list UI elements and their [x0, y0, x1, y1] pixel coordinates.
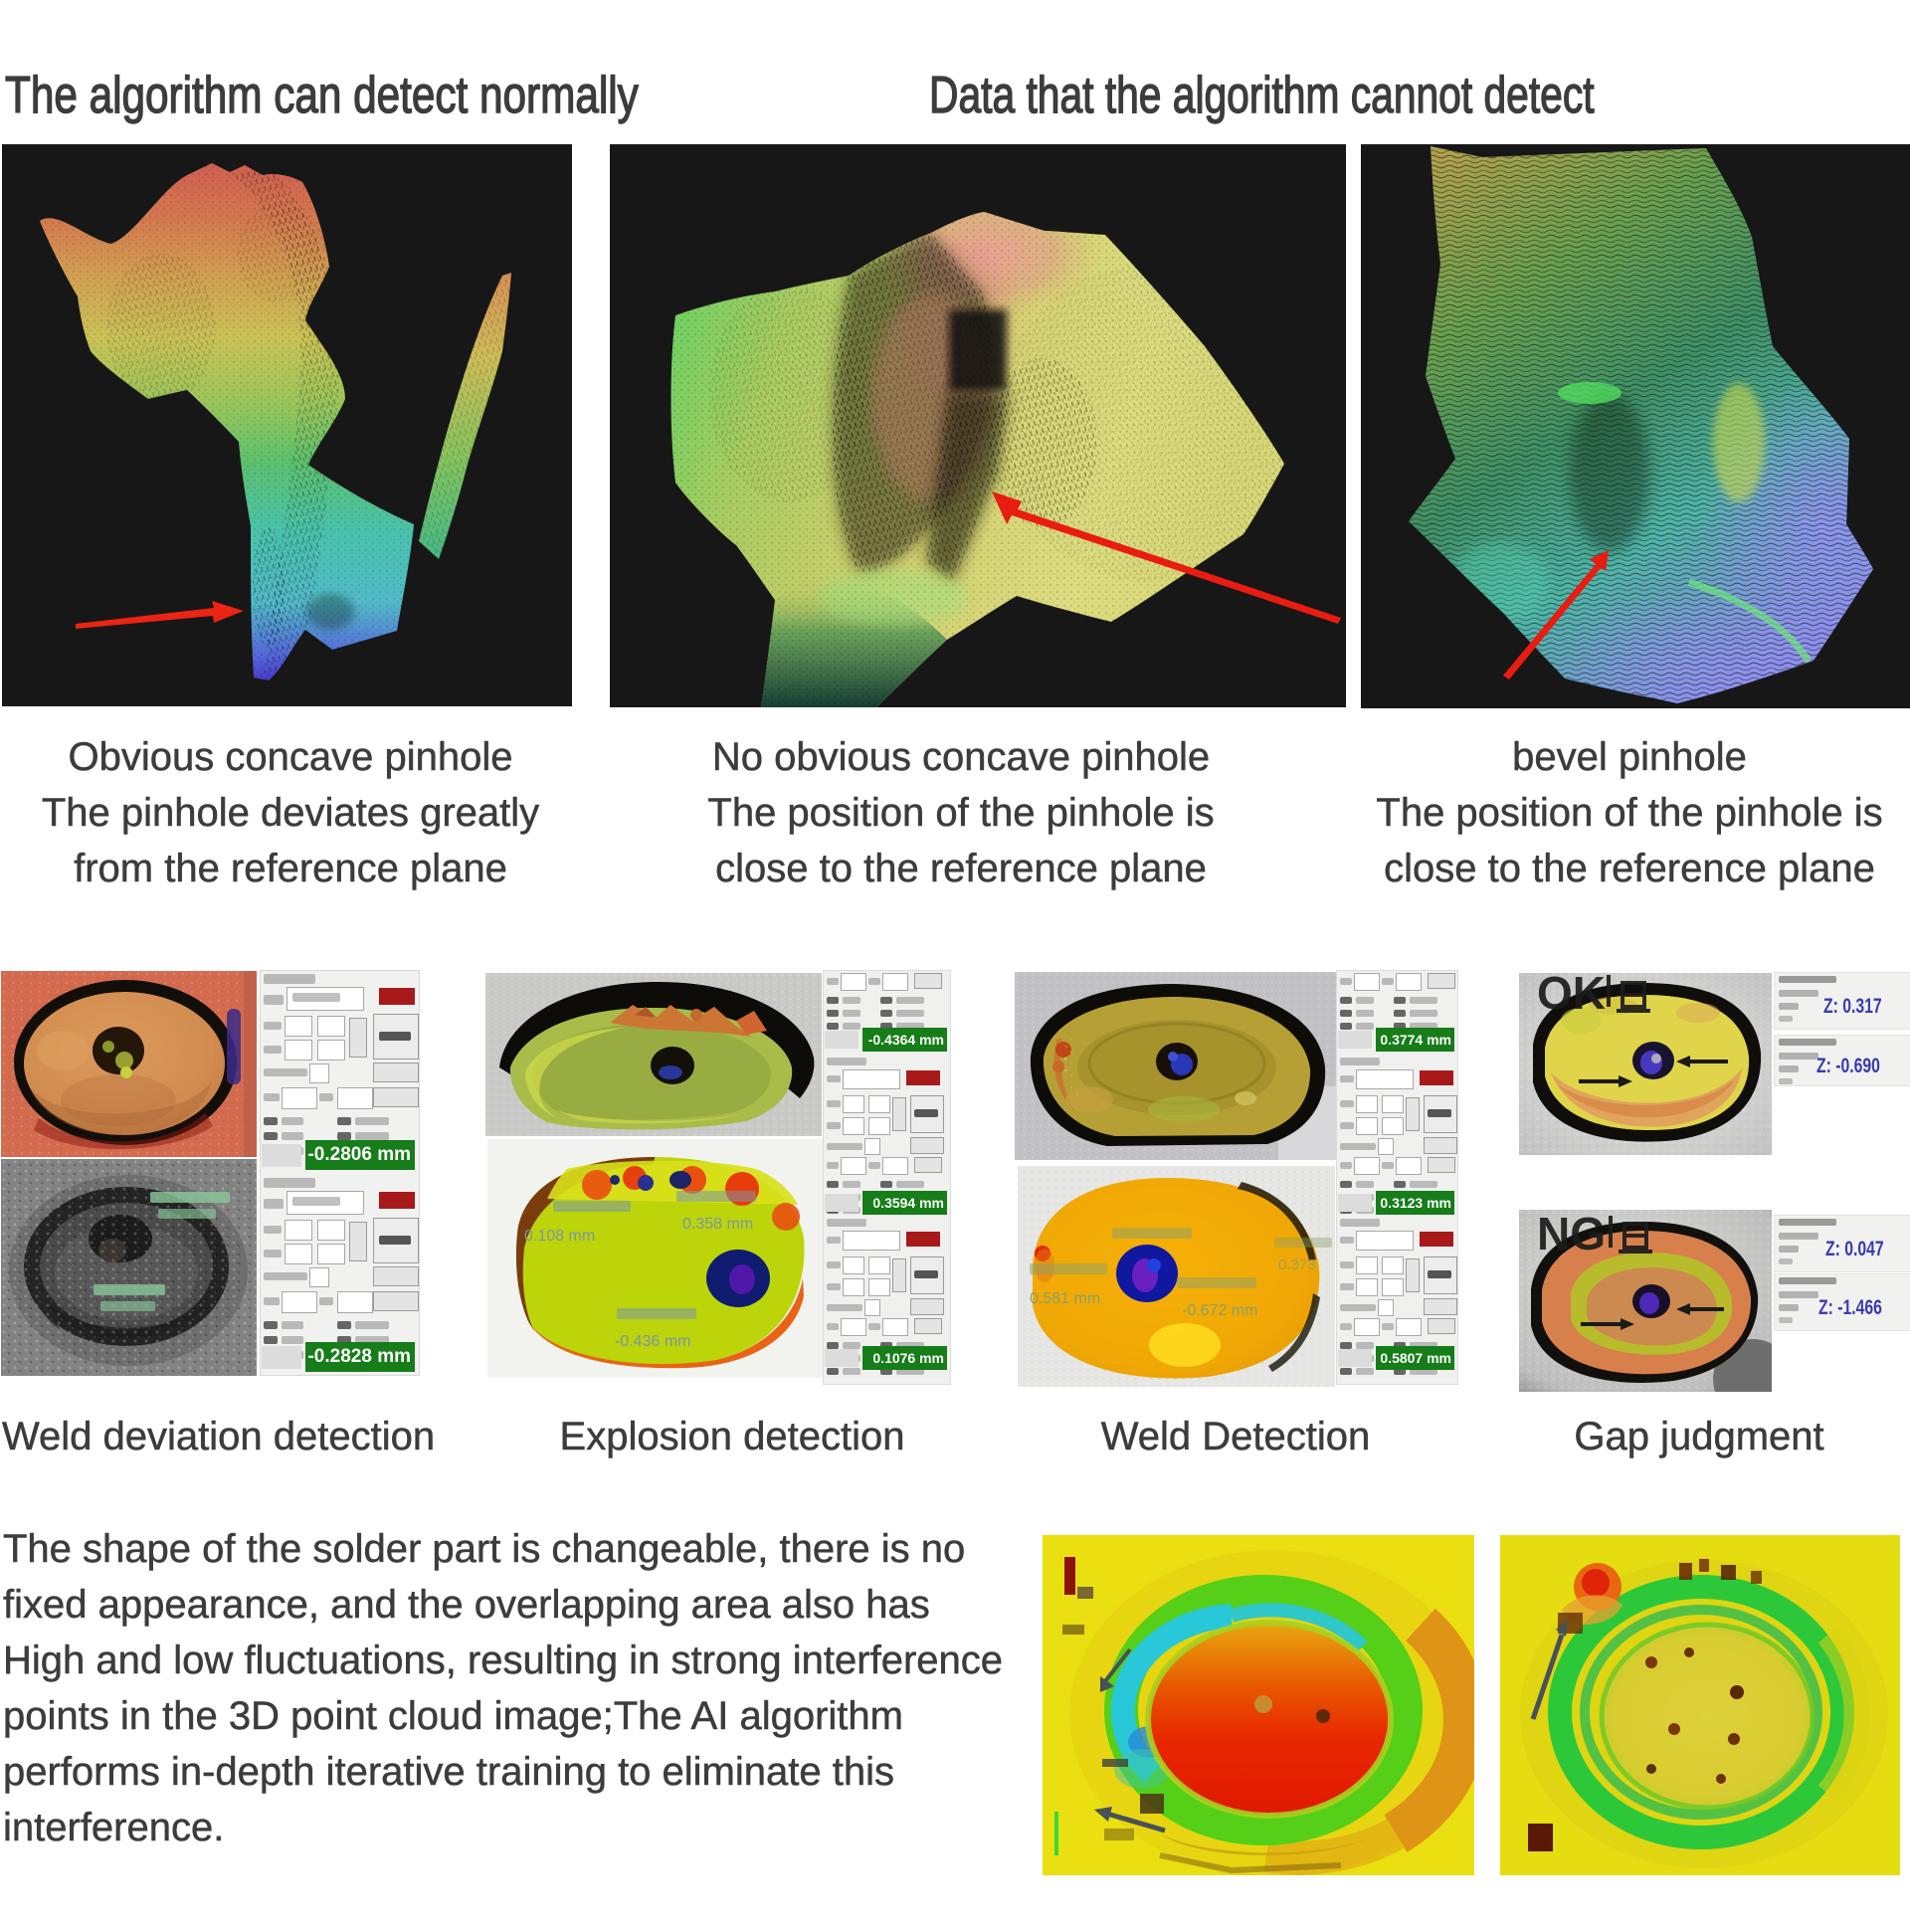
svg-text:0.373: 0.373: [1278, 1256, 1316, 1273]
svg-text:0.358 mm: 0.358 mm: [682, 1216, 753, 1233]
svg-text:0.581 mm: 0.581 mm: [1030, 1290, 1100, 1307]
svg-text:-0.672 mm: -0.672 mm: [1182, 1302, 1257, 1319]
svg-text:-0.436 mm: -0.436 mm: [615, 1333, 690, 1350]
svg-text:OK: OK: [1537, 973, 1606, 1019]
svg-text:0.108 mm: 0.108 mm: [524, 1228, 595, 1245]
svg-text:NG: NG: [1537, 1210, 1606, 1259]
